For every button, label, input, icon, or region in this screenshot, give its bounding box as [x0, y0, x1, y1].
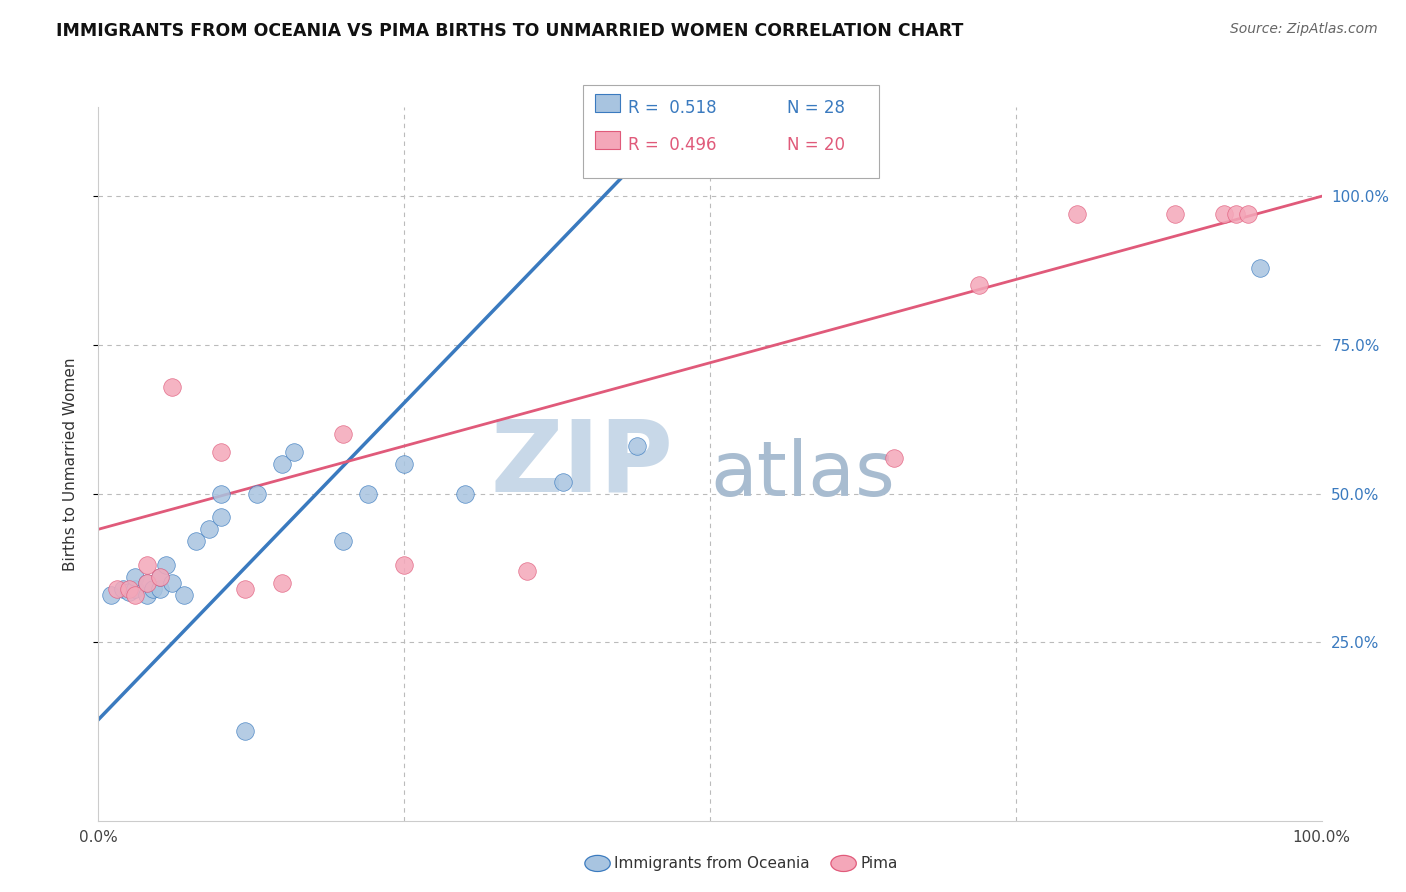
Point	[124, 570, 146, 584]
Point	[270, 457, 294, 471]
Point	[1249, 260, 1271, 275]
Text: R =  0.518: R = 0.518	[628, 99, 717, 117]
Point	[160, 575, 183, 590]
Point	[246, 486, 269, 500]
Point	[149, 570, 172, 584]
Text: Source: ZipAtlas.com: Source: ZipAtlas.com	[1230, 22, 1378, 37]
Point	[1237, 207, 1260, 221]
Point	[111, 582, 134, 596]
Point	[1066, 207, 1088, 221]
Point	[967, 278, 990, 293]
Point	[209, 510, 232, 524]
Point	[1164, 207, 1187, 221]
Text: Pima: Pima	[860, 856, 898, 871]
Text: IMMIGRANTS FROM OCEANIA VS PIMA BIRTHS TO UNMARRIED WOMEN CORRELATION CHART: IMMIGRANTS FROM OCEANIA VS PIMA BIRTHS T…	[56, 22, 963, 40]
Point	[186, 534, 208, 549]
Point	[105, 582, 128, 596]
Point	[155, 558, 177, 572]
Point	[883, 450, 905, 465]
Point	[118, 584, 141, 599]
Point	[100, 588, 122, 602]
Point	[332, 534, 354, 549]
Y-axis label: Births to Unmarried Women: Births to Unmarried Women	[63, 357, 77, 571]
Text: ZIP: ZIP	[491, 416, 673, 512]
Point	[173, 588, 195, 602]
Point	[1225, 207, 1247, 221]
Point	[136, 588, 159, 602]
Point	[124, 588, 146, 602]
Point	[332, 427, 354, 442]
Point	[136, 575, 159, 590]
Point	[233, 724, 256, 739]
Point	[209, 445, 232, 459]
Point	[149, 570, 172, 584]
Point	[160, 379, 183, 393]
Point	[356, 486, 378, 500]
Text: N = 28: N = 28	[787, 99, 845, 117]
Point	[118, 582, 141, 596]
Point	[142, 582, 165, 596]
Point	[392, 558, 416, 572]
Point	[553, 475, 575, 489]
Text: Immigrants from Oceania: Immigrants from Oceania	[614, 856, 810, 871]
Point	[454, 486, 477, 500]
Point	[233, 582, 256, 596]
Point	[283, 445, 305, 459]
Point	[136, 558, 159, 572]
Point	[515, 564, 537, 578]
Point	[136, 575, 159, 590]
Point	[626, 439, 648, 453]
Point	[197, 522, 219, 536]
Point	[270, 575, 294, 590]
Text: atlas: atlas	[710, 438, 894, 511]
Point	[149, 582, 172, 596]
Point	[124, 582, 146, 596]
Text: R =  0.496: R = 0.496	[628, 136, 717, 154]
Point	[1212, 207, 1234, 221]
Point	[392, 457, 416, 471]
Text: N = 20: N = 20	[787, 136, 845, 154]
Point	[209, 486, 232, 500]
